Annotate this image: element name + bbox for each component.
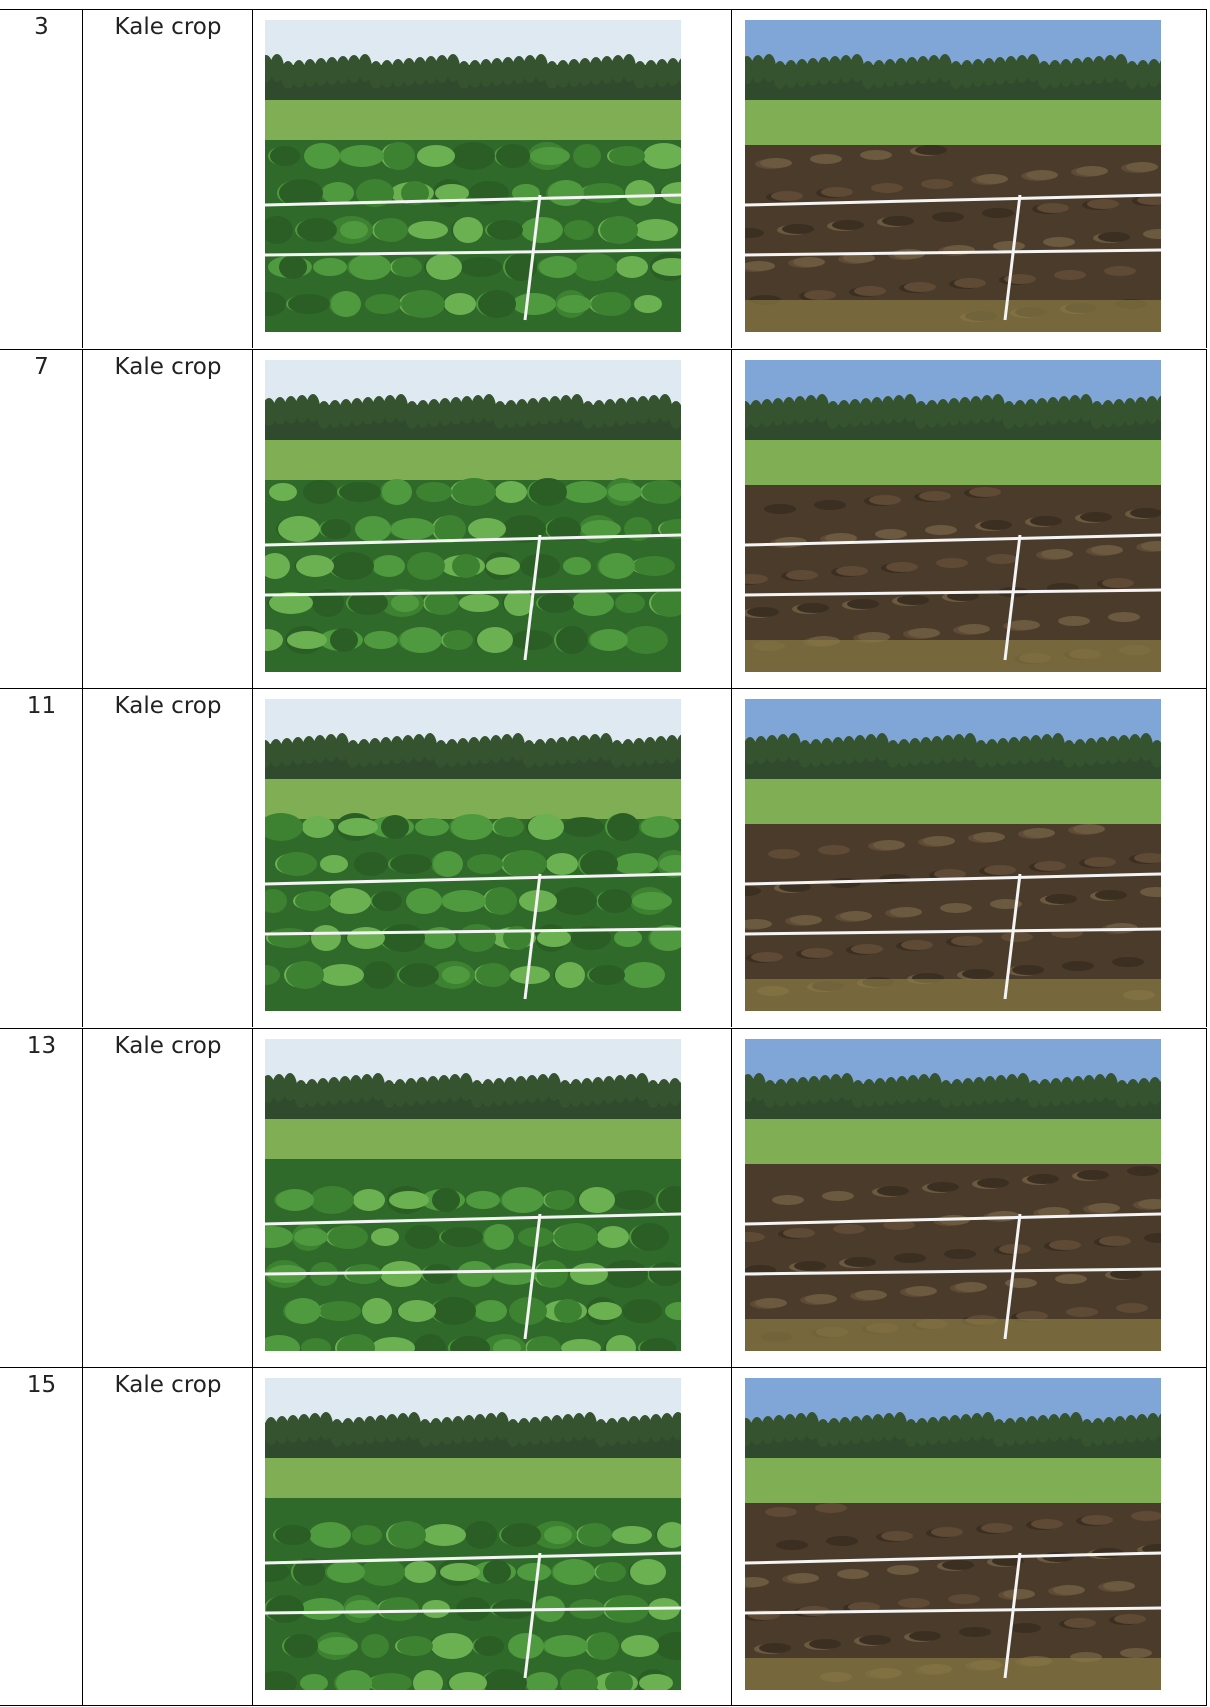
row-number: 11 — [26, 693, 57, 719]
after-photo-cell — [732, 1028, 1207, 1367]
treatment: Kale crop — [114, 353, 222, 380]
treatment-cell: Kale crop — [83, 1028, 253, 1367]
row-number: 13 — [26, 1032, 57, 1059]
treatment-cell: Kale crop — [83, 10, 253, 348]
treatment-cell: Kale crop — [83, 1368, 253, 1705]
before-photo-cell — [253, 349, 732, 688]
row-number-cell: 11 — [0, 689, 83, 1027]
table-row: 3 Kale crop — [0, 9, 1207, 348]
after-photo-cell — [732, 689, 1207, 1027]
row-number-cell: 7 — [0, 349, 83, 688]
after-photo-cell — [732, 1368, 1207, 1705]
kale-photo — [265, 1378, 681, 1690]
treatment: Kale crop — [114, 1372, 222, 1398]
table-row: 7 Kale crop — [0, 348, 1207, 688]
grazed-photo — [745, 359, 1161, 672]
treatment: Kale crop — [114, 1032, 222, 1059]
row-number-cell: 3 — [0, 10, 83, 348]
treatment: Kale crop — [114, 14, 222, 40]
row-number: 3 — [34, 14, 49, 40]
grazed-photo — [745, 20, 1161, 332]
treatment: Kale crop — [114, 693, 222, 719]
row-number-cell: 15 — [0, 1368, 83, 1705]
kale-photo — [265, 699, 681, 1011]
row-number: 15 — [26, 1372, 57, 1398]
table-row: 13 Kale crop — [0, 1027, 1207, 1367]
before-photo-cell — [253, 689, 732, 1027]
treatment-cell: Kale crop — [83, 689, 253, 1027]
before-photo-cell — [253, 1028, 732, 1367]
before-photo-cell — [253, 10, 732, 348]
table-row: 11 Kale crop — [0, 688, 1207, 1027]
kale-photo — [265, 359, 681, 672]
grazed-photo — [745, 1378, 1161, 1690]
kale-photo — [265, 1038, 681, 1351]
treatment-cell: Kale crop — [83, 349, 253, 688]
photo-table: 3 Kale crop 7 Kale crop 11 Kale crop 13 Kale cr… — [0, 9, 1207, 1706]
row-number: 7 — [34, 353, 49, 380]
after-photo-cell — [732, 10, 1207, 348]
kale-photo — [265, 20, 681, 332]
before-photo-cell — [253, 1368, 732, 1705]
row-number-cell: 13 — [0, 1028, 83, 1367]
grazed-photo — [745, 699, 1161, 1011]
after-photo-cell — [732, 349, 1207, 688]
table-row: 15 Kale crop — [0, 1367, 1207, 1706]
grazed-photo — [745, 1038, 1161, 1351]
